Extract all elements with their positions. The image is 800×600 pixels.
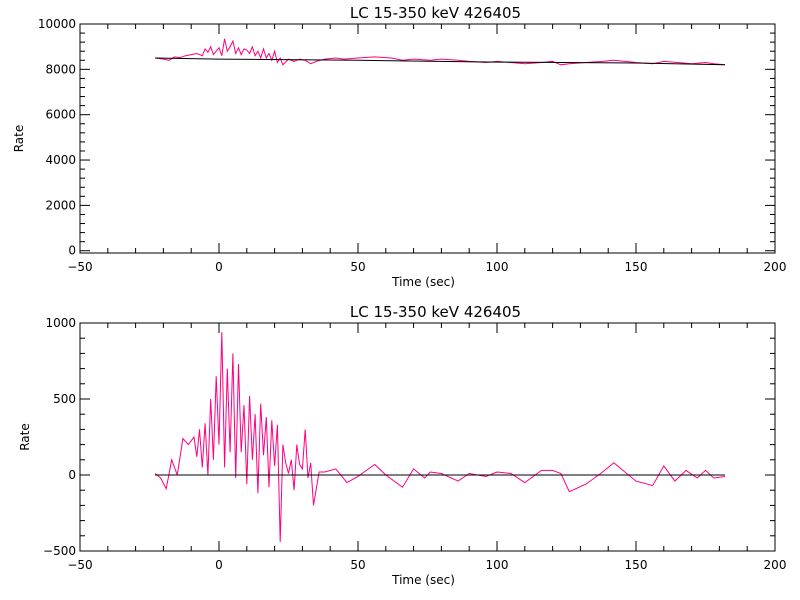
x-axis-label: Time (sec) <box>391 573 455 587</box>
x-tick-label: 0 <box>215 558 223 572</box>
x-tick-label: 100 <box>486 558 509 572</box>
y-tick-label: 10000 <box>38 17 76 31</box>
x-tick-label: 0 <box>215 260 223 274</box>
x-tick-label: 200 <box>764 260 787 274</box>
chart-panel-1: −50 0 50 100 150 2000200040006000800010000LC … <box>12 4 786 289</box>
x-tick-label: 200 <box>764 558 787 572</box>
x-axis-label: Time (sec) <box>391 275 455 289</box>
x-tick-label: 150 <box>625 260 648 274</box>
y-tick-label: 0 <box>68 468 76 482</box>
chart-title: LC 15-350 keV 426405 <box>350 4 521 22</box>
x-tick-label: 50 <box>350 260 365 274</box>
y-tick-label: 8000 <box>45 62 76 76</box>
y-tick-label: 4000 <box>45 153 76 167</box>
plot-frame <box>79 23 776 254</box>
x-tick-label: 100 <box>486 260 509 274</box>
y-axis-label: Rate <box>18 423 32 451</box>
y-axis-label: Rate <box>12 125 26 153</box>
rate-series-line <box>155 38 726 66</box>
background-fit-line <box>155 57 726 66</box>
y-tick-label: −500 <box>43 544 76 558</box>
x-tick-label: 150 <box>625 558 648 572</box>
chart-title: LC 15-350 keV 426405 <box>350 303 521 321</box>
y-tick-label: 0 <box>68 244 76 258</box>
x-tick-label: −50 <box>67 558 92 572</box>
y-tick-label: 6000 <box>45 108 76 122</box>
x-tick-label: −50 <box>67 260 92 274</box>
plot-frame <box>79 322 776 552</box>
y-tick-label: 500 <box>53 392 76 406</box>
y-tick-label: 2000 <box>45 198 76 212</box>
x-tick-label: 50 <box>350 558 365 572</box>
y-tick-label: 1000 <box>45 316 76 330</box>
rate-series-line <box>154 332 726 542</box>
